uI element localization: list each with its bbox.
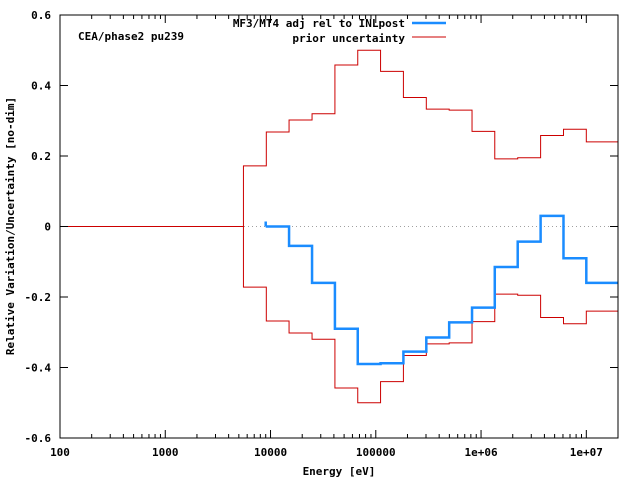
legend: MF3/MT4 adj rel to INLpost prior uncerta… — [233, 17, 446, 45]
y-tick-label: 0.4 — [31, 80, 51, 93]
x-tick-label: 100000 — [356, 446, 396, 459]
y-axis-label: Relative Variation/Uncertainty [no-dim] — [4, 97, 17, 355]
y-tick-label: -0.4 — [25, 362, 52, 375]
x-tick-label: 1e+06 — [464, 446, 497, 459]
legend-label-adj: MF3/MT4 adj rel to INLpost — [233, 17, 405, 30]
y-tick-label: -0.6 — [25, 432, 52, 445]
prior-uncertainty-upper — [60, 49, 618, 227]
tick-labels: 100 1000 10000 100000 1e+06 1e+07 -0.6 -0.4 -0.2… — [25, 9, 603, 459]
legend-label-prior: prior uncertainty — [292, 32, 405, 45]
adjustment-series — [264, 214, 618, 366]
plot-frame — [59, 14, 619, 439]
y-tick-label: 0 — [44, 221, 51, 234]
x-axis-label: Energy [eV] — [303, 465, 376, 478]
y-tick-label: 0.2 — [31, 150, 51, 163]
y-tick-label: -0.2 — [25, 291, 52, 304]
prior-uncertainty-series — [60, 49, 618, 404]
adjustment-line — [265, 214, 618, 366]
y-tick-label: 0.6 — [31, 9, 51, 22]
x-tick-label: 100 — [50, 446, 70, 459]
x-tick-label: 1e+07 — [570, 446, 603, 459]
x-tick-label: 1000 — [152, 446, 179, 459]
annotation: CEA/phase2 pu239 — [78, 30, 184, 43]
prior-uncertainty-lower — [60, 226, 618, 404]
x-tick-label: 10000 — [254, 446, 287, 459]
